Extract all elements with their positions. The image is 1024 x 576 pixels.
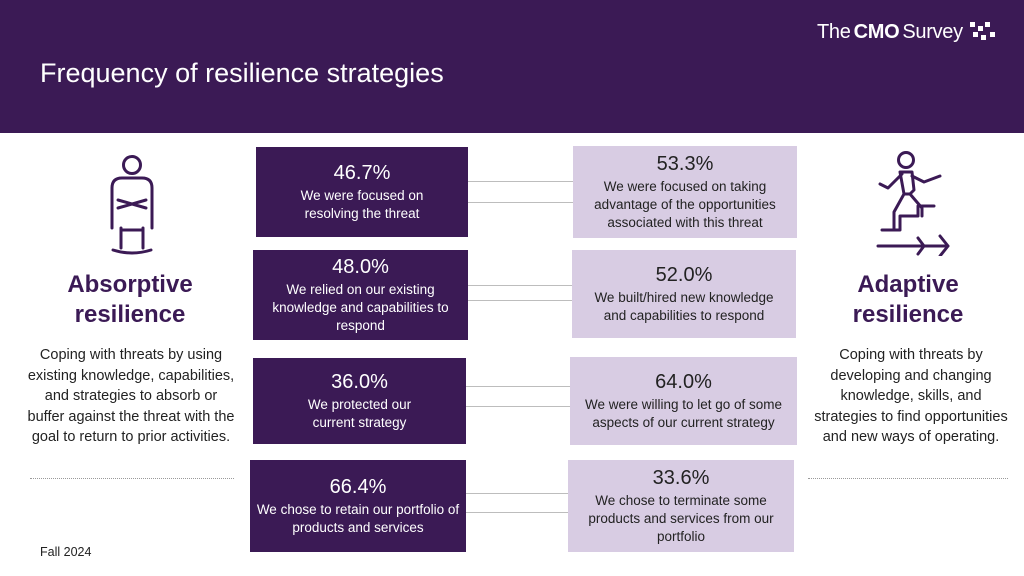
page-title: Frequency of resilience strategies <box>40 58 444 88</box>
absorptive-title-line1: Absorptive <box>67 271 193 298</box>
strategy-percentage: 52.0% <box>655 264 713 286</box>
adaptive-strategy-card: 33.6% We chose to terminate some product… <box>568 460 794 552</box>
strategy-text: We were willing to let go of some aspect… <box>584 397 783 430</box>
absorptive-strategy-card: 48.0% We relied on our existing knowledg… <box>253 250 468 340</box>
logo-suffix: Survey <box>902 20 963 43</box>
absorptive-strategy-card: 36.0% We protected our current strategy <box>253 358 466 444</box>
header-banner <box>0 0 1024 133</box>
strategy-text: We were focused on taking advantage of t… <box>594 179 776 230</box>
person-climbing-stairs-icon <box>876 151 950 256</box>
adaptive-description: Coping with threats by developing and ch… <box>814 347 1008 445</box>
adaptive-strategy-card: 53.3% We were focused on taking advantag… <box>573 146 797 238</box>
strategy-percentage: 66.4% <box>329 476 387 498</box>
connector-line <box>466 512 570 513</box>
strategy-percentage: 53.3% <box>656 153 714 175</box>
connector-line <box>466 406 570 407</box>
adaptive-title-line2: resilience <box>852 301 964 328</box>
strategy-text: We chose to terminate some products and … <box>588 493 774 544</box>
adaptive-divider <box>808 478 1008 479</box>
cmo-survey-logo: The CMO Survey <box>817 20 997 44</box>
absorptive-description: Coping with threats by using existing kn… <box>27 347 235 445</box>
strategy-percentage: 46.7% <box>333 162 391 184</box>
strategy-percentage: 36.0% <box>331 371 388 393</box>
strategy-text: We protected our current strategy <box>307 397 412 430</box>
person-standing-arms-crossed-icon <box>110 155 154 255</box>
logo-bold: CMO <box>853 20 900 43</box>
strategy-text: We chose to retain our portfolio of prod… <box>256 502 460 535</box>
adaptive-strategy-card: 64.0% We were willing to let go of some … <box>570 357 797 445</box>
connector-line <box>468 285 572 286</box>
absorptive-divider <box>30 478 234 479</box>
adaptive-strategy-card: 52.0% We built/hired new knowledge and c… <box>572 250 796 338</box>
adaptive-title: Adaptive resilience <box>818 270 998 330</box>
absorptive-strategy-card: 66.4% We chose to retain our portfolio o… <box>250 460 466 552</box>
connector-line <box>466 386 570 387</box>
strategy-text: We were focused on resolving the threat <box>300 188 424 221</box>
connector-line <box>468 202 573 203</box>
absorptive-strategy-card: 46.7% We were focused on resolving the t… <box>256 147 468 237</box>
connector-line <box>468 181 573 182</box>
absorptive-title-line2: resilience <box>74 301 186 328</box>
connector-line <box>466 493 570 494</box>
strategy-percentage: 33.6% <box>652 467 710 489</box>
absorptive-title: Absorptive resilience <box>40 270 220 330</box>
strategy-percentage: 64.0% <box>655 371 712 393</box>
strategy-percentage: 48.0% <box>332 256 389 278</box>
strategy-text: We built/hired new knowledge and capabil… <box>594 290 774 323</box>
strategy-text: We relied on our existing knowledge and … <box>272 282 449 333</box>
logo-squares-icon <box>967 20 997 44</box>
adaptive-title-line1: Adaptive <box>857 271 959 298</box>
connector-line <box>468 300 572 301</box>
footer-date: Fall 2024 <box>40 545 92 559</box>
logo-prefix: The <box>817 20 851 43</box>
